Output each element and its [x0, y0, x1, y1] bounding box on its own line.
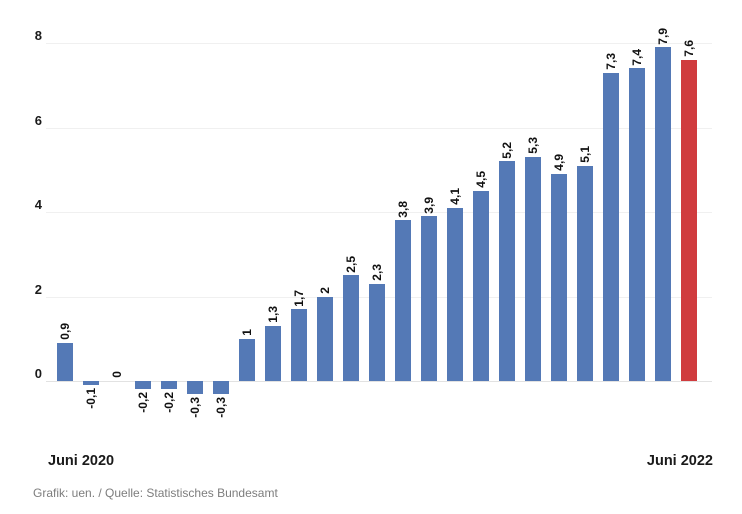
- bar-value-label-16: 4,5: [474, 171, 488, 188]
- y-tick-label-2: 2: [34, 282, 42, 297]
- x-axis-start-label: Juni 2020: [48, 453, 115, 469]
- bar-13: [395, 220, 411, 381]
- bar-value-label-22: 7,4: [630, 48, 644, 66]
- bar-7: [239, 338, 255, 381]
- bar-4: [161, 381, 177, 390]
- source-credit: Grafik: uen. / Quelle: Statistisches Bun…: [33, 486, 278, 500]
- bar-21: [603, 72, 619, 381]
- y-tick-label-4: 4: [34, 197, 42, 212]
- bar-6: [213, 381, 229, 394]
- bar-0: [57, 342, 73, 381]
- bar-value-label-19: 4,9: [552, 154, 566, 171]
- bar-value-label-14: 3,9: [422, 196, 436, 214]
- bar-value-label-13: 3,8: [396, 200, 410, 218]
- y-tick-label-8: 8: [34, 28, 42, 43]
- bar-22: [629, 68, 645, 381]
- bar-value-label-6: -0,3: [214, 396, 228, 418]
- bar-12: [369, 283, 385, 381]
- bar-value-label-4: -0,2: [162, 392, 176, 414]
- bar-value-label-8: 1,3: [266, 306, 280, 324]
- bar-value-label-18: 5,3: [526, 137, 540, 155]
- bar-5: [187, 381, 203, 394]
- bar-value-label-5: -0,3: [188, 396, 202, 418]
- bar-value-label-12: 2,3: [370, 264, 384, 281]
- y-tick-label-6: 6: [34, 113, 42, 128]
- bar-1: [83, 381, 99, 386]
- bar-11: [343, 275, 359, 381]
- bar-10: [317, 296, 333, 381]
- bar-23: [655, 47, 671, 381]
- bar-value-label-24: 7,6: [682, 40, 696, 57]
- bar-24: [681, 59, 697, 381]
- bar-19: [551, 173, 567, 381]
- bar-value-label-1: -0,1: [84, 388, 98, 409]
- bar-value-label-20: 5,1: [578, 145, 592, 163]
- gridline-y-4: [46, 212, 712, 213]
- bar-value-label-15: 4,1: [448, 188, 462, 205]
- bar-9: [291, 309, 307, 381]
- bar-8: [265, 326, 281, 381]
- bar-value-label-3: -0,2: [136, 392, 150, 414]
- bar-20: [577, 165, 593, 381]
- bar-value-label-0: 0,9: [58, 323, 72, 340]
- gridline-y-0: [46, 381, 712, 382]
- bar-16: [473, 190, 489, 381]
- bar-15: [447, 207, 463, 381]
- bar-value-label-7: 1: [240, 329, 254, 336]
- y-tick-label-0: 0: [34, 366, 42, 381]
- bar-18: [525, 157, 541, 381]
- bar-value-label-9: 1,7: [292, 289, 306, 307]
- bar-value-label-2: 0: [110, 371, 124, 378]
- x-axis-end-label: Juni 2022: [646, 453, 713, 469]
- gridline-y-6: [46, 128, 712, 129]
- bar-value-label-21: 7,3: [604, 52, 618, 70]
- bar-value-label-17: 5,2: [500, 141, 514, 159]
- bar-3: [135, 381, 151, 390]
- bar-value-label-11: 2,5: [344, 255, 358, 273]
- bar-value-label-23: 7,9: [656, 27, 670, 45]
- gridline-y-8: [46, 43, 712, 44]
- bar-17: [499, 161, 515, 381]
- bar-14: [421, 216, 437, 381]
- bar-value-label-10: 2: [318, 286, 332, 294]
